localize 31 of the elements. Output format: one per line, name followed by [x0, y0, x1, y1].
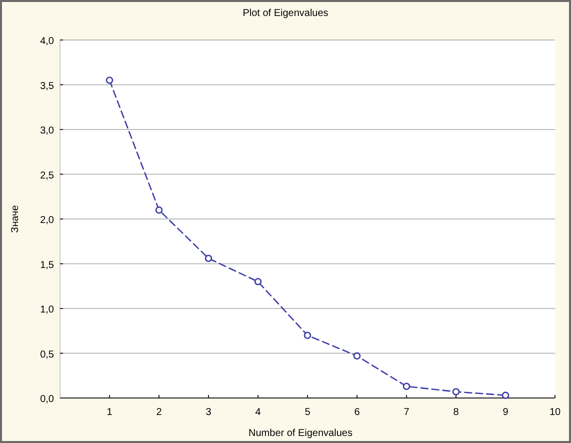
point	[254, 278, 262, 286]
point	[353, 352, 361, 360]
y-tick-label: 3,0	[40, 126, 54, 136]
chart-title: Plot of Eigenvalues	[242, 8, 328, 19]
y-tick-label: 0,0	[40, 394, 54, 405]
point	[106, 76, 114, 84]
x-tick-label: 9	[502, 407, 509, 418]
point	[204, 254, 212, 262]
point	[304, 332, 312, 339]
y-tick-label: 0,5	[40, 349, 54, 360]
y-tick-label: 2,5	[40, 170, 54, 182]
point	[452, 388, 460, 396]
x-axis-title: Number of Eigenvalues	[248, 428, 352, 439]
x-tick-label: 10	[549, 407, 561, 418]
x-tick-label: 6	[354, 407, 360, 418]
x-tick-label: 8	[453, 407, 460, 418]
x-tick-label: 7	[404, 407, 410, 418]
y-axis-title: Значе	[10, 204, 21, 233]
x-tick-label: 5	[304, 407, 311, 418]
point	[502, 392, 510, 399]
y-tick-label: 3,5	[40, 80, 54, 92]
x-tick-label: 2	[156, 407, 162, 418]
point	[402, 382, 410, 390]
y-tick-label: 1,0	[40, 304, 54, 316]
x-tick-label: 1	[106, 407, 113, 418]
x-tick-label: 4	[255, 407, 262, 418]
y-tick-label: 4,0	[40, 36, 54, 47]
point	[155, 206, 163, 214]
y-tick-label: 1,5	[40, 260, 54, 271]
x-tick-label: 3	[206, 407, 212, 418]
y-tick-label: 2,0	[40, 215, 54, 226]
